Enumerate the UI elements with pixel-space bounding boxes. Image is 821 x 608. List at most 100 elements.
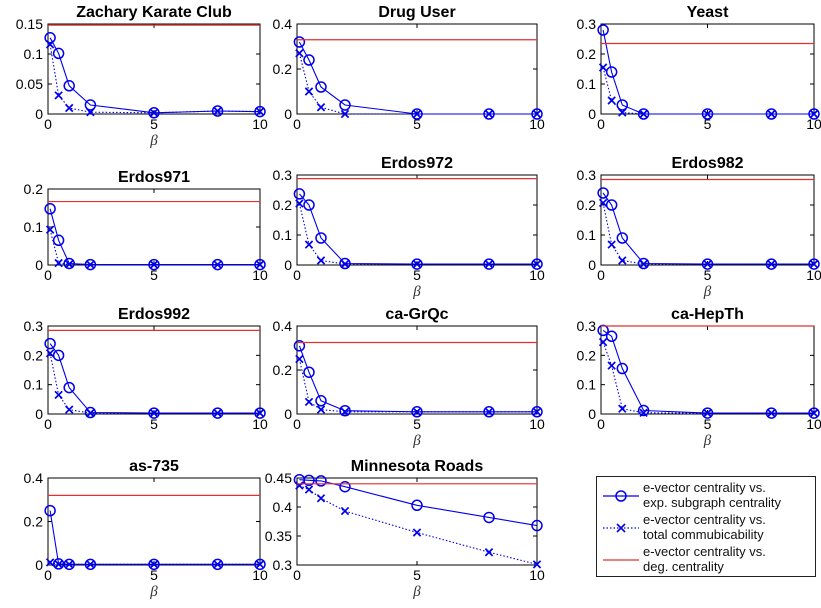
- x-marker: [607, 361, 616, 370]
- x-marker: [598, 198, 608, 208]
- x-marker: [304, 397, 314, 407]
- x-marker-stroke: [304, 87, 314, 96]
- x-tick-label: 5: [150, 567, 158, 583]
- x-marker-stroke: [598, 337, 608, 347]
- x-marker-stroke: [532, 109, 542, 119]
- y-tick-label: 0: [284, 106, 292, 122]
- subplot-title: Erdos971: [118, 169, 190, 186]
- x-marker: [340, 259, 350, 269]
- x-tick-label: 0: [293, 567, 301, 583]
- x-marker: [532, 259, 542, 269]
- circle-marker: [211, 258, 224, 271]
- x-marker-stroke: [64, 260, 74, 269]
- x-marker-stroke: [809, 408, 819, 418]
- x-marker: [412, 259, 422, 269]
- x-marker: [86, 560, 95, 569]
- exp-subgraph-series-line: [49, 37, 261, 114]
- y-tick-label: 0.2: [24, 181, 44, 197]
- x-marker: [532, 560, 542, 569]
- x-marker: [598, 337, 608, 347]
- x-marker: [86, 107, 95, 117]
- circle-marker: [52, 349, 65, 362]
- x-marker: [255, 408, 265, 418]
- y-tick-label: 0.2: [577, 347, 597, 363]
- circle-marker: [616, 99, 629, 111]
- circle-marker: [303, 474, 315, 487]
- x-marker: [213, 560, 222, 569]
- x-marker-stroke: [484, 259, 494, 269]
- x-marker: [316, 256, 326, 265]
- x-marker-stroke: [767, 408, 776, 418]
- x-marker: [412, 109, 422, 119]
- x-marker: [767, 408, 776, 418]
- axes-box: [600, 23, 815, 115]
- x-marker-stroke: [703, 408, 712, 418]
- x-marker-stroke: [255, 260, 265, 269]
- x-marker: [295, 481, 304, 490]
- x-marker-stroke: [639, 109, 648, 119]
- x-tick-label: 10: [806, 267, 821, 283]
- total-communicability-series-line: [299, 484, 538, 565]
- x-marker-stroke: [213, 560, 222, 569]
- y-tick-label: 0.1: [24, 46, 44, 62]
- subplot-10: as-735 0 5 10 0 0.2 0.4 β: [24, 458, 268, 600]
- legend-total-line2: total commubicability: [643, 527, 764, 542]
- x-marker-stroke: [703, 109, 712, 119]
- circle-marker: [63, 80, 75, 92]
- axes-box: [47, 477, 261, 566]
- x-marker: [639, 259, 648, 269]
- y-tick-label: 0.2: [273, 61, 293, 77]
- x-marker: [484, 109, 494, 119]
- x-marker: [340, 407, 350, 417]
- x-axis-label: β: [149, 584, 158, 600]
- circle-marker: [254, 105, 266, 118]
- x-tick-label: 0: [597, 116, 605, 132]
- exp-subgraph-series-line: [299, 479, 538, 527]
- subplot-6: Erdos982 0 5 10 0 0.1 0.2 0.3 β: [577, 155, 821, 300]
- x-marker-stroke: [255, 560, 265, 569]
- x-marker: [809, 109, 819, 119]
- subplot-title: ca-GrQc: [385, 306, 448, 323]
- legend: e-vector centrality vs. exp. subgraph ce…: [596, 476, 816, 577]
- x-marker: [213, 408, 222, 418]
- x-marker-stroke: [255, 408, 265, 418]
- x-marker-stroke: [54, 258, 63, 268]
- x-marker: [213, 260, 222, 269]
- x-marker-stroke: [86, 260, 95, 269]
- legend-x-marker-icon: [603, 523, 639, 533]
- circle-marker: [808, 108, 820, 120]
- x-marker: [295, 199, 304, 208]
- x-marker-stroke: [809, 259, 819, 269]
- exp-subgraph-series-line: [49, 208, 260, 266]
- subplot-5: Erdos972 0 5 10 0 0.1 0.2 0.3 β: [273, 155, 545, 300]
- x-marker: [412, 528, 422, 537]
- x-marker: [412, 407, 422, 417]
- x-tick-label: 10: [806, 116, 821, 132]
- x-marker-stroke: [484, 407, 494, 417]
- x-marker: [86, 408, 95, 418]
- circle-marker: [315, 81, 327, 93]
- exp-subgraph-series-line: [298, 41, 537, 115]
- x-marker-stroke: [484, 109, 494, 119]
- x-tick-label: 0: [597, 416, 605, 432]
- exp-subgraph-series-line: [298, 193, 537, 265]
- total-communicability-series-line: [298, 358, 537, 413]
- x-tick-label: 10: [529, 416, 545, 432]
- x-tick-label: 0: [293, 416, 301, 432]
- circle-marker: [293, 36, 306, 48]
- x-marker: [703, 408, 712, 418]
- x-marker: [484, 407, 494, 417]
- x-marker-stroke: [86, 560, 95, 569]
- circle-marker: [411, 499, 423, 512]
- x-marker: [54, 560, 63, 569]
- x-marker: [304, 240, 314, 249]
- x-marker: [295, 49, 304, 58]
- circle-marker: [339, 404, 351, 417]
- x-marker: [64, 560, 74, 569]
- axes-box: [47, 23, 261, 115]
- x-marker: [295, 354, 304, 364]
- x-marker: [64, 103, 74, 113]
- x-tick-label: 5: [413, 416, 421, 432]
- y-tick-label: 0.05: [16, 76, 43, 92]
